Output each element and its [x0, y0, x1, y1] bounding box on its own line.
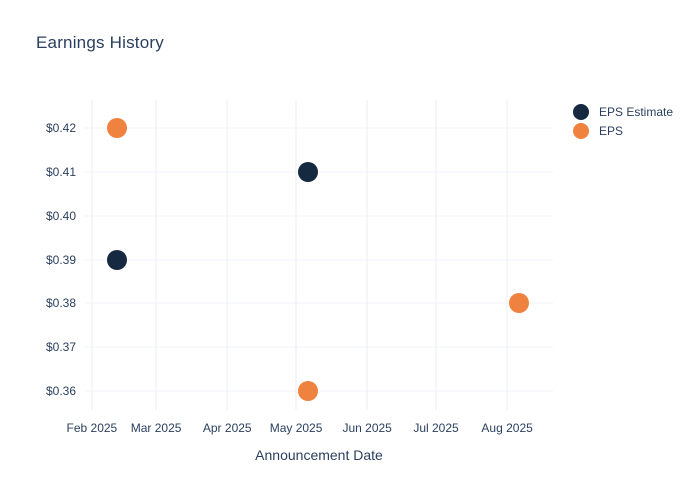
x-gridline	[435, 100, 437, 410]
chart-title: Earnings History	[36, 33, 164, 52]
legend-label: EPS	[599, 124, 624, 138]
y-tick-label: $0.41	[45, 164, 76, 179]
y-tick-label: $0.39	[45, 252, 76, 267]
x-tick-label: May 2025	[269, 421, 323, 435]
data-point-eps[interactable]	[107, 118, 128, 139]
legend-label: EPS Estimate	[599, 105, 674, 119]
data-point-eps-estimate[interactable]	[107, 249, 128, 270]
legend: EPS Estimate EPS	[573, 104, 673, 139]
legend-item-eps-estimate[interactable]: EPS Estimate	[573, 104, 673, 120]
x-tick-label: Apr 2025	[202, 421, 252, 435]
y-gridline	[85, 390, 553, 392]
y-gridline	[85, 171, 553, 173]
y-tick-label: $0.37	[45, 340, 76, 355]
y-gridline	[85, 346, 553, 348]
y-gridline	[85, 215, 553, 217]
y-gridline	[85, 127, 553, 129]
y-gridline	[85, 259, 553, 261]
x-gridline	[366, 100, 368, 410]
y-tick-label: $0.36	[45, 384, 76, 399]
x-tick-label: Jul 2025	[413, 421, 459, 435]
data-point-eps-estimate[interactable]	[297, 161, 318, 182]
y-tick-label: $0.42	[45, 121, 76, 136]
x-tick-label: Aug 2025	[481, 421, 533, 435]
plot-area: Feb 2025 Mar 2025 Apr 2025 May 2025 Jun 2025…	[46, 100, 553, 435]
x-tick-label: Jun 2025	[342, 421, 392, 435]
y-gridline	[85, 302, 553, 304]
x-gridline	[91, 100, 93, 410]
x-tick-label: Feb 2025	[66, 421, 118, 435]
x-tick-label: Mar 2025	[130, 421, 182, 435]
x-gridline	[506, 100, 508, 410]
legend-swatch	[573, 104, 589, 120]
x-axis-title: Announcement Date	[255, 447, 383, 463]
y-tick-label: $0.38	[45, 296, 76, 311]
data-point-eps[interactable]	[297, 381, 318, 402]
x-gridline	[295, 100, 297, 410]
x-gridline	[226, 100, 228, 410]
legend-item-eps[interactable]: EPS	[573, 123, 673, 139]
y-tick-label: $0.40	[45, 208, 76, 223]
legend-swatch	[573, 123, 589, 139]
data-point-eps[interactable]	[508, 293, 529, 314]
x-gridline	[155, 100, 157, 410]
